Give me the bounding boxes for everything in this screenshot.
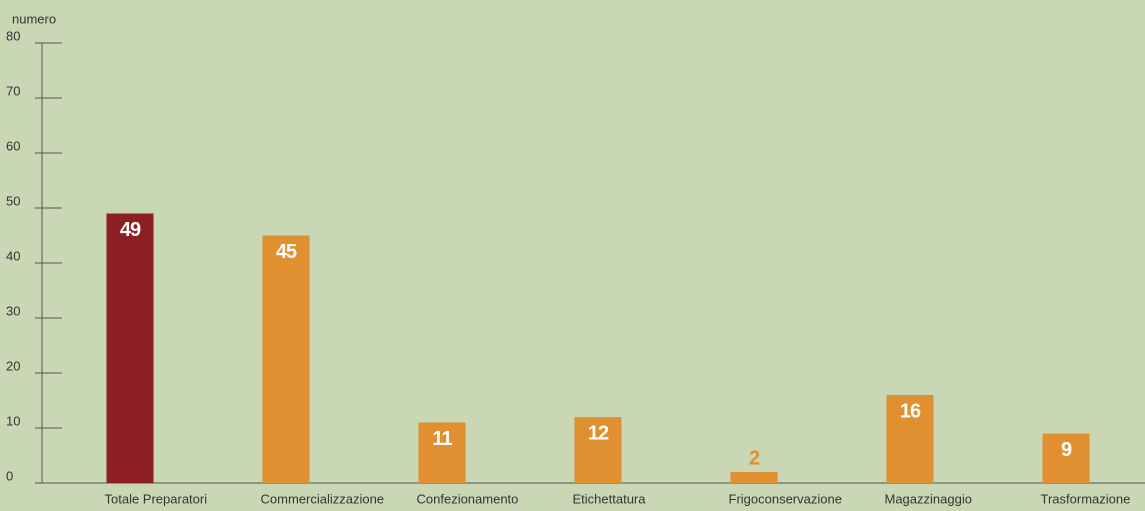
data-label: 16 (900, 400, 921, 422)
x-tick-label: Trasformazione (1041, 491, 1131, 506)
y-tick-label: 60 (6, 138, 20, 153)
y-tick-label: 0 (6, 468, 13, 483)
x-tick-label: Magazzinaggio (885, 491, 972, 506)
y-tick-label: 20 (6, 358, 20, 373)
data-label: 2 (749, 447, 760, 469)
y-tick-label: 70 (6, 83, 20, 98)
bar (262, 235, 310, 483)
data-label: 11 (432, 428, 452, 450)
data-label: 12 (588, 422, 609, 444)
bar (886, 395, 934, 483)
x-tick-label: Totale Preparatori (105, 491, 208, 506)
x-tick-label: Commercializzazione (261, 491, 385, 506)
y-tick-label: 30 (6, 303, 20, 318)
bar (418, 422, 466, 483)
y-axis-label: numero (12, 11, 56, 26)
y-tick-label: 40 (6, 248, 20, 263)
y-tick-label: 10 (6, 413, 20, 428)
y-tick-label: 50 (6, 193, 20, 208)
bar (1042, 433, 1090, 483)
bar (730, 472, 778, 483)
data-label: 9 (1061, 439, 1072, 461)
y-tick-label: 80 (6, 28, 20, 43)
bar (106, 213, 154, 483)
bar (574, 417, 622, 483)
data-label: 49 (120, 219, 141, 241)
x-tick-label: Frigoconservazione (729, 491, 842, 506)
x-tick-label: Confezionamento (417, 491, 519, 506)
data-label: 45 (276, 241, 297, 263)
x-tick-label: Etichettatura (573, 491, 647, 506)
